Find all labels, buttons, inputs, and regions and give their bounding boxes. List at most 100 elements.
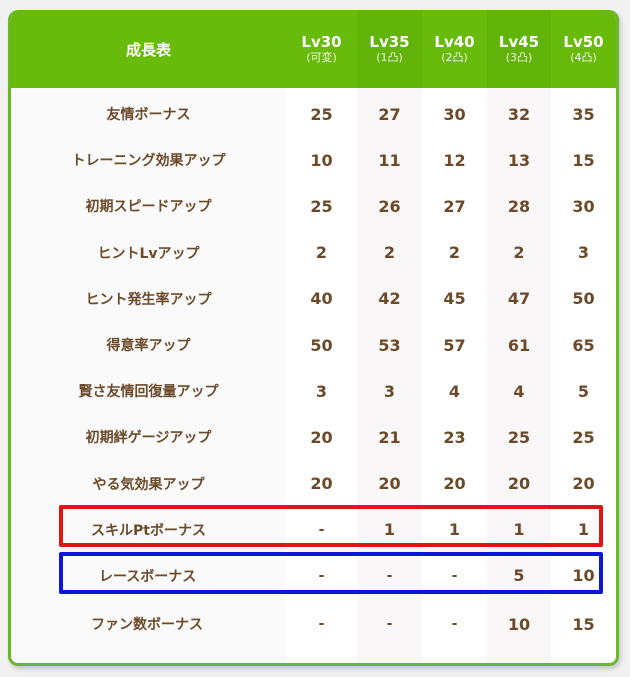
- header-lv45: Lv45 (3凸): [487, 10, 551, 88]
- cell-value: 23: [443, 427, 466, 447]
- table-row: 友情ボーナス 25 27 30 32 35: [11, 91, 616, 137]
- row-label: レースボーナス: [99, 568, 197, 585]
- row-label: トレーニング効果アップ: [71, 153, 226, 170]
- cell-value: 20: [378, 474, 401, 494]
- col-bg-lv30: [286, 88, 357, 663]
- cell-value: 30: [443, 104, 466, 124]
- cell-value: 30: [572, 196, 595, 216]
- cell-value: 2: [448, 243, 461, 263]
- cell-value: 57: [443, 335, 466, 355]
- table-row: スキルPtボーナス - 1 1 1 1: [11, 507, 616, 553]
- cell-value: 5: [513, 566, 525, 586]
- header-level: Lv40: [434, 33, 475, 51]
- cell-value: 27: [378, 104, 401, 124]
- table-row: ファン数ボーナス - - - 10 15: [11, 601, 616, 647]
- row-label: 賢さ友情回復量アップ: [78, 384, 219, 401]
- cell-value: 40: [310, 289, 333, 309]
- col-bg-lv50: [551, 88, 616, 663]
- cell-value: 10: [310, 150, 333, 170]
- table-row: 得意率アップ 50 53 57 61 65: [11, 322, 616, 368]
- row-label: 初期スピードアップ: [85, 199, 212, 216]
- cell-value: 47: [507, 289, 531, 309]
- row-label: 友情ボーナス: [106, 107, 191, 124]
- cell-value: 26: [378, 196, 401, 216]
- cell-value: 28: [507, 196, 531, 216]
- header-level: Lv50: [563, 33, 604, 51]
- table-body-columns: [11, 88, 616, 663]
- cell-value: 2: [315, 243, 328, 263]
- cell-value: -: [318, 616, 325, 633]
- table-row: トレーニング効果アップ 10 11 12 13 15: [11, 137, 616, 183]
- row-label: ファン数ボーナス: [91, 617, 203, 634]
- header-level: Lv30: [301, 33, 342, 51]
- cell-value: 25: [310, 104, 333, 124]
- header-lv30: Lv30 (可変): [286, 10, 357, 88]
- cell-value: 5: [577, 381, 590, 401]
- col-bg-lv40: [422, 88, 487, 663]
- table-row: やる気効果アップ 20 20 20 20 20: [11, 461, 616, 507]
- cell-value: 12: [443, 150, 466, 170]
- header-note: (4凸): [570, 51, 597, 64]
- cell-value: 10: [572, 566, 595, 586]
- cell-value: -: [451, 616, 458, 633]
- cell-value: 25: [507, 427, 531, 447]
- header-note: (可変): [306, 51, 337, 64]
- cell-value: -: [318, 521, 325, 538]
- cell-value: 1: [383, 520, 396, 540]
- cell-value: 20: [310, 427, 333, 447]
- cell-value: 25: [572, 427, 595, 447]
- cell-value: 20: [443, 474, 466, 494]
- header-lv35: Lv35 (1凸): [357, 10, 422, 88]
- cell-value: 53: [378, 335, 401, 355]
- cell-value: 3: [383, 381, 396, 401]
- cell-value: 20: [310, 474, 333, 494]
- cell-value: -: [386, 616, 393, 633]
- cell-value: -: [386, 567, 393, 584]
- cell-value: 3: [315, 381, 328, 401]
- table-row: レースボーナス - - - 5 10: [11, 553, 616, 599]
- cell-value: 15: [572, 150, 595, 170]
- header-note: (1凸): [376, 51, 403, 64]
- row-label: やる気効果アップ: [92, 476, 205, 493]
- cell-value: 13: [507, 150, 531, 170]
- table-row: 賢さ友情回復量アップ 3 3 4 4 5: [11, 368, 616, 414]
- cell-value: 65: [572, 335, 595, 355]
- cell-value: 1: [513, 520, 525, 540]
- cell-value: 50: [310, 335, 333, 355]
- table-row: 初期スピードアップ 25 26 27 28 30: [11, 183, 616, 229]
- header-level: Lv35: [369, 33, 410, 51]
- cell-value: -: [451, 567, 458, 584]
- row-label: スキルPtボーナス: [91, 522, 206, 539]
- cell-value: 61: [507, 335, 531, 355]
- table-header: 成長表 Lv30 (可変) Lv35 (1凸) Lv40 (2凸) Lv45 (…: [11, 10, 616, 88]
- row-label: ヒントLvアップ: [97, 245, 200, 262]
- cell-value: 2: [383, 243, 396, 263]
- cell-value: 50: [572, 289, 595, 309]
- cell-value: 2: [513, 243, 525, 263]
- cell-value: 42: [378, 289, 401, 309]
- header-lv50: Lv50 (4凸): [551, 10, 616, 88]
- row-label: 初期絆ゲージアップ: [85, 430, 212, 447]
- cell-value: 20: [572, 474, 595, 494]
- row-label: 得意率アップ: [106, 338, 191, 355]
- cell-value: 4: [513, 381, 525, 401]
- cell-value: 35: [572, 104, 595, 124]
- cell-value: 3: [577, 243, 590, 263]
- table-row: ヒントLvアップ 2 2 2 2 3: [11, 230, 616, 276]
- header-note: (3凸): [505, 51, 533, 64]
- header-level: Lv45: [498, 33, 540, 51]
- label-column-bg: [11, 88, 286, 663]
- table-row: ヒント発生率アップ 40 42 45 47 50: [11, 276, 616, 322]
- col-bg-lv45: [487, 88, 551, 663]
- cell-value: 20: [507, 474, 531, 494]
- cell-value: 1: [577, 520, 590, 540]
- cell-value: 21: [378, 427, 401, 447]
- row-label: ヒント発生率アップ: [85, 291, 212, 308]
- cell-value: 10: [507, 614, 531, 634]
- cell-value: 1: [448, 520, 461, 540]
- header-lv40: Lv40 (2凸): [422, 10, 487, 88]
- cell-value: 11: [378, 150, 401, 170]
- cell-value: 25: [310, 196, 333, 216]
- cell-value: 27: [443, 196, 466, 216]
- cell-value: 32: [507, 104, 531, 124]
